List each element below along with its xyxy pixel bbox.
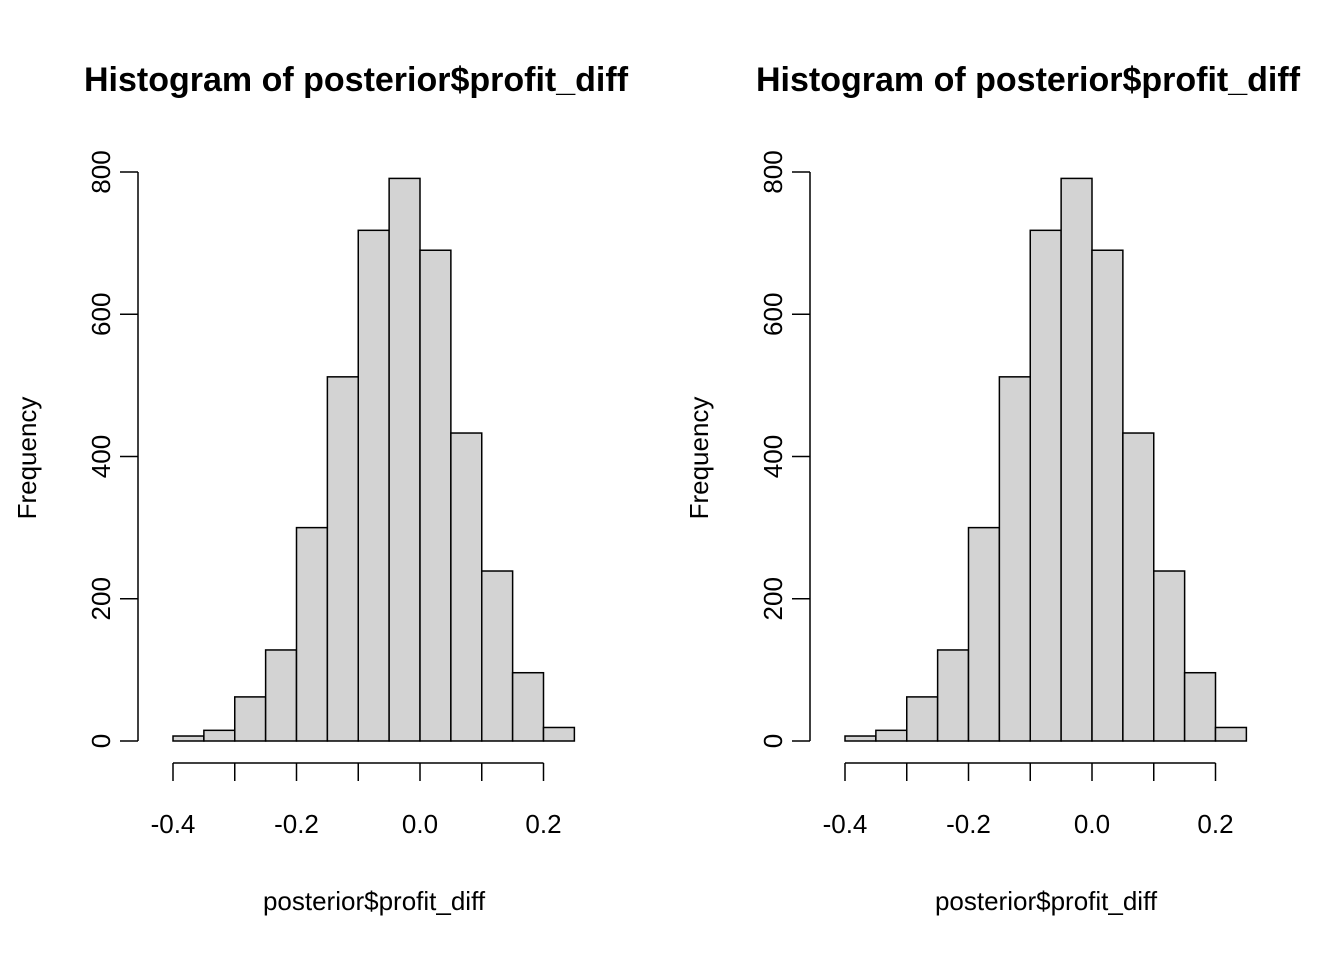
y-tick-label: 0	[86, 734, 116, 748]
histogram-bar	[388, 177, 421, 742]
y-tick-label: 800	[758, 150, 788, 193]
x-axis-label: posterior$profit_diff	[263, 886, 486, 916]
histogram-panel-2: Histogram of posterior$profit_diff 0 200 40…	[684, 61, 1301, 916]
histogram-bar	[326, 376, 359, 742]
x-axis: -0.4 -0.2 0.0 0.2	[823, 762, 1234, 839]
chart-title: Histogram of posterior$profit_diff	[756, 61, 1301, 99]
y-axis-label: Frequency	[684, 397, 714, 520]
histogram-bar	[542, 726, 576, 742]
histogram-bar	[419, 249, 452, 742]
y-tick-label: 400	[758, 435, 788, 478]
histogram-bar	[295, 526, 329, 742]
x-tick-label: -0.4	[151, 809, 196, 839]
histogram-bar	[1091, 249, 1124, 742]
histogram-bar	[264, 649, 298, 742]
x-tick-label: 0.0	[1074, 809, 1110, 839]
histogram-bar	[357, 229, 390, 742]
histogram-bar	[234, 696, 267, 742]
y-tick-label: 200	[86, 577, 116, 620]
y-tick-label: 400	[86, 435, 116, 478]
y-tick-label: 200	[758, 577, 788, 620]
y-axis: 0 200 400 600 800	[758, 150, 811, 748]
histogram-bar	[906, 696, 939, 742]
histogram-bar	[172, 735, 205, 742]
histogram-bar	[450, 432, 483, 742]
y-tick-label: 0	[758, 734, 788, 748]
x-axis-label: posterior$profit_diff	[935, 886, 1158, 916]
histogram-bar	[844, 735, 877, 742]
histogram-bar	[481, 570, 514, 742]
x-tick-label: 0.2	[1197, 809, 1233, 839]
y-axis-label: Frequency	[12, 397, 42, 520]
x-tick-label: 0.2	[525, 809, 561, 839]
x-tick-label: -0.2	[946, 809, 991, 839]
chart-title: Histogram of posterior$profit_diff	[84, 61, 629, 99]
histogram-bar	[967, 526, 1001, 742]
x-axis: -0.4 -0.2 0.0 0.2	[151, 762, 562, 839]
histogram-bar	[1183, 671, 1217, 742]
y-tick-label: 600	[86, 293, 116, 336]
histogram-bar	[1060, 177, 1093, 742]
histogram-bar	[998, 376, 1031, 742]
histogram-bar	[1214, 726, 1248, 742]
histogram-bar	[511, 671, 545, 742]
histogram-bar	[936, 649, 970, 742]
x-tick-label: -0.4	[823, 809, 868, 839]
histogram-panel-1: Histogram of posterior$profit_diff 0 200 40…	[12, 61, 629, 916]
y-tick-label: 600	[758, 293, 788, 336]
histogram-bar	[1153, 570, 1186, 742]
histogram-bar	[203, 729, 236, 742]
histogram-bar	[1122, 432, 1155, 742]
x-tick-label: 0.0	[402, 809, 438, 839]
y-tick-label: 800	[86, 150, 116, 193]
y-axis: 0 200 400 600 800	[86, 150, 139, 748]
histogram-bar	[875, 729, 908, 742]
x-tick-label: -0.2	[274, 809, 319, 839]
histogram-bar	[1029, 229, 1062, 742]
